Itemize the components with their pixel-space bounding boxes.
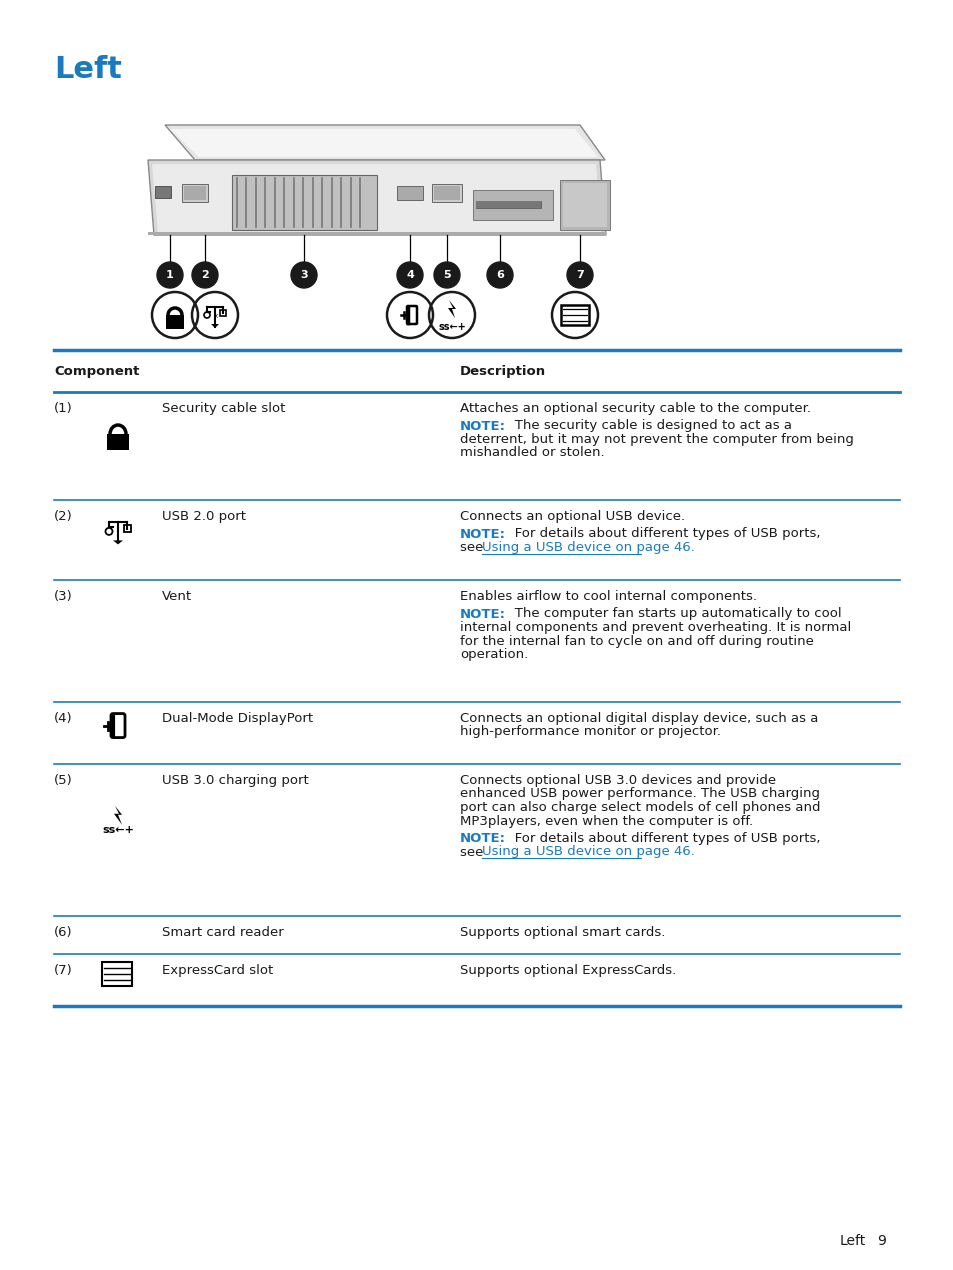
Polygon shape — [448, 300, 456, 318]
Text: USB 2.0 port: USB 2.0 port — [162, 511, 246, 523]
Polygon shape — [148, 160, 605, 235]
Text: NOTE:: NOTE: — [459, 832, 505, 845]
Circle shape — [486, 262, 513, 288]
Text: NOTE:: NOTE: — [459, 607, 505, 621]
Text: 1: 1 — [166, 271, 173, 279]
Text: 2: 2 — [201, 271, 209, 279]
Text: Supports optional ExpressCards.: Supports optional ExpressCards. — [459, 964, 676, 977]
Text: ⨯: ⨯ — [212, 312, 217, 318]
Polygon shape — [112, 541, 123, 545]
Circle shape — [192, 262, 218, 288]
Text: Component: Component — [54, 366, 139, 378]
Text: Connects an optional digital display device, such as a: Connects an optional digital display dev… — [459, 712, 818, 725]
Text: Connects an optional USB device.: Connects an optional USB device. — [459, 511, 684, 523]
FancyBboxPatch shape — [562, 183, 606, 227]
Text: Enables airflow to cool internal components.: Enables airflow to cool internal compone… — [459, 591, 757, 603]
FancyBboxPatch shape — [476, 201, 540, 208]
Text: (2): (2) — [54, 511, 72, 523]
Text: for the internal fan to cycle on and off during routine: for the internal fan to cycle on and off… — [459, 635, 813, 648]
Text: Left: Left — [840, 1234, 865, 1248]
Text: The security cable is designed to act as a: The security cable is designed to act as… — [501, 419, 791, 433]
Text: 7: 7 — [576, 271, 583, 279]
Circle shape — [157, 262, 183, 288]
Text: Using a USB device on page 46.: Using a USB device on page 46. — [481, 846, 694, 859]
Polygon shape — [211, 324, 219, 328]
Text: Security cable slot: Security cable slot — [162, 403, 285, 415]
Polygon shape — [148, 232, 605, 235]
FancyBboxPatch shape — [476, 201, 540, 208]
Text: Dual-Mode DisplayPort: Dual-Mode DisplayPort — [162, 712, 313, 725]
Text: For details about different types of USB ports,: For details about different types of USB… — [501, 832, 820, 845]
Text: mishandled or stolen.: mishandled or stolen. — [459, 447, 604, 460]
Polygon shape — [170, 130, 598, 157]
FancyBboxPatch shape — [396, 185, 422, 199]
FancyBboxPatch shape — [232, 175, 376, 230]
Text: (1): (1) — [54, 403, 72, 415]
Text: 6: 6 — [496, 271, 503, 279]
Text: ss←+: ss←+ — [437, 323, 465, 331]
Polygon shape — [113, 805, 122, 824]
Text: 4: 4 — [406, 271, 414, 279]
Text: USB 3.0 charging port: USB 3.0 charging port — [162, 773, 309, 787]
Text: (7): (7) — [54, 964, 72, 977]
Text: For details about different types of USB ports,: For details about different types of USB… — [501, 527, 820, 541]
Text: (3): (3) — [54, 591, 72, 603]
Text: (6): (6) — [54, 926, 72, 939]
Text: internal components and prevent overheating. It is normal: internal components and prevent overheat… — [459, 621, 850, 634]
Text: high-performance monitor or projector.: high-performance monitor or projector. — [459, 725, 720, 738]
Circle shape — [396, 262, 422, 288]
FancyBboxPatch shape — [107, 434, 129, 450]
Circle shape — [291, 262, 316, 288]
Text: Smart card reader: Smart card reader — [162, 926, 283, 939]
Text: Supports optional smart cards.: Supports optional smart cards. — [459, 926, 664, 939]
Text: Using a USB device on page 46.: Using a USB device on page 46. — [481, 541, 694, 554]
Text: enhanced USB power performance. The USB charging: enhanced USB power performance. The USB … — [459, 787, 820, 800]
Text: Description: Description — [459, 366, 545, 378]
Text: ExpressCard slot: ExpressCard slot — [162, 964, 273, 977]
Text: NOTE:: NOTE: — [459, 419, 505, 433]
Text: see: see — [459, 846, 487, 859]
Text: ss←+: ss←+ — [102, 824, 133, 834]
Text: NOTE:: NOTE: — [459, 527, 505, 541]
Circle shape — [434, 262, 459, 288]
FancyBboxPatch shape — [184, 185, 206, 199]
Text: Connects optional USB 3.0 devices and provide: Connects optional USB 3.0 devices and pr… — [459, 773, 776, 787]
Polygon shape — [165, 124, 604, 160]
FancyBboxPatch shape — [166, 315, 184, 329]
Text: see: see — [459, 541, 487, 554]
Polygon shape — [152, 164, 600, 232]
FancyBboxPatch shape — [154, 185, 171, 198]
FancyBboxPatch shape — [182, 184, 208, 202]
Text: MP3players, even when the computer is off.: MP3players, even when the computer is of… — [459, 814, 752, 828]
Text: Vent: Vent — [162, 591, 192, 603]
Text: deterrent, but it may not prevent the computer from being: deterrent, but it may not prevent the co… — [459, 433, 853, 446]
Text: Left: Left — [54, 55, 122, 84]
FancyBboxPatch shape — [559, 180, 609, 230]
Circle shape — [566, 262, 593, 288]
Text: (4): (4) — [54, 712, 72, 725]
FancyBboxPatch shape — [432, 184, 461, 202]
Text: port can also charge select models of cell phones and: port can also charge select models of ce… — [459, 801, 820, 814]
Text: 9: 9 — [876, 1234, 885, 1248]
Text: 5: 5 — [443, 271, 451, 279]
FancyBboxPatch shape — [434, 185, 459, 199]
Text: Attaches an optional security cable to the computer.: Attaches an optional security cable to t… — [459, 403, 810, 415]
FancyBboxPatch shape — [473, 190, 553, 220]
Text: (5): (5) — [54, 773, 72, 787]
Text: operation.: operation. — [459, 648, 528, 660]
Text: The computer fan starts up automatically to cool: The computer fan starts up automatically… — [501, 607, 841, 621]
Text: 3: 3 — [300, 271, 308, 279]
